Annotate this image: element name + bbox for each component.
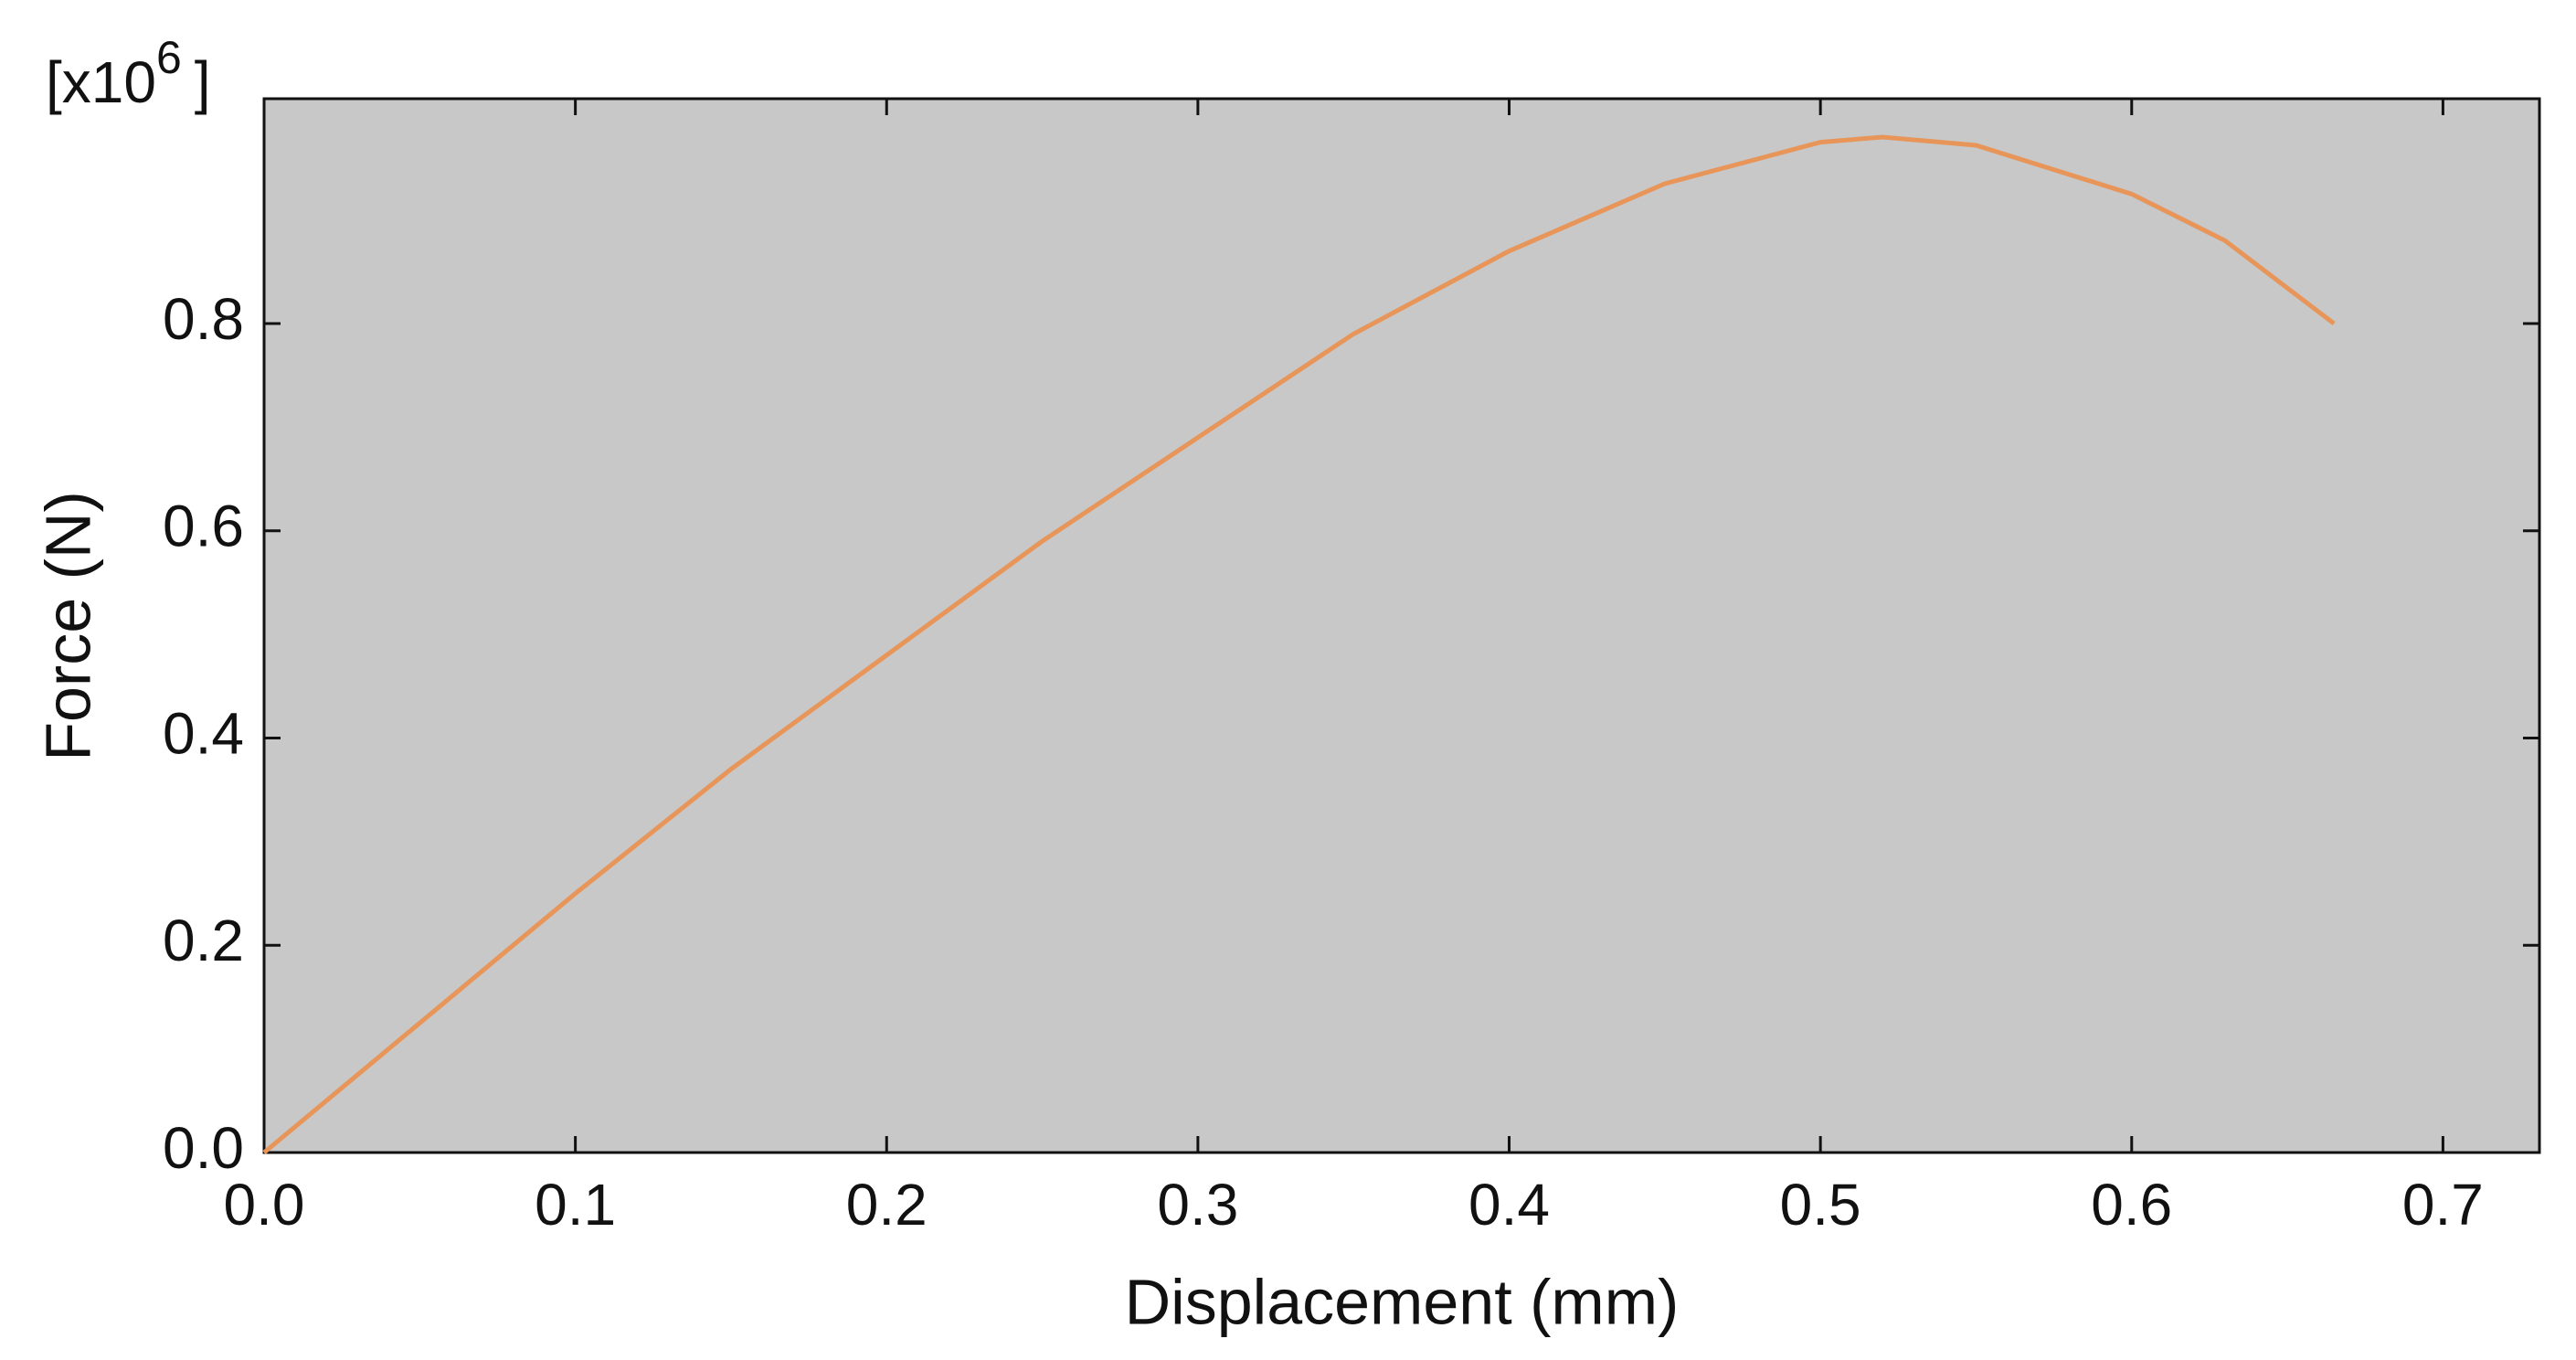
- y-tick-label: 0.8: [163, 286, 244, 352]
- x-tick-label: 0.2: [846, 1172, 928, 1238]
- x-axis-title: Displacement (mm): [1125, 1266, 1680, 1337]
- multiplier-close: ]: [195, 49, 211, 115]
- x-tick-label: 0.5: [1780, 1172, 1861, 1238]
- y-multiplier: [x106]: [46, 32, 211, 115]
- y-axis-title: Force (N): [32, 491, 103, 761]
- y-tick-label: 0.0: [163, 1115, 244, 1181]
- y-tick-label: 0.4: [163, 700, 244, 766]
- multiplier-exponent: 6: [156, 32, 182, 83]
- x-tick-label: 0.1: [535, 1172, 616, 1238]
- line-series: [262, 134, 2336, 1154]
- y-tick-label: 0.2: [163, 908, 244, 973]
- x-tick-label: 0.0: [224, 1172, 305, 1238]
- x-tick-label: 0.6: [2091, 1172, 2172, 1238]
- multiplier-base: [x10: [46, 49, 156, 115]
- y-tick-label: 0.6: [163, 494, 244, 559]
- x-tick-label: 0.4: [1468, 1172, 1550, 1238]
- x-tick-label: 0.7: [2402, 1172, 2484, 1238]
- x-tick-label: 0.3: [1157, 1172, 1238, 1238]
- plot-area: [262, 97, 2541, 1154]
